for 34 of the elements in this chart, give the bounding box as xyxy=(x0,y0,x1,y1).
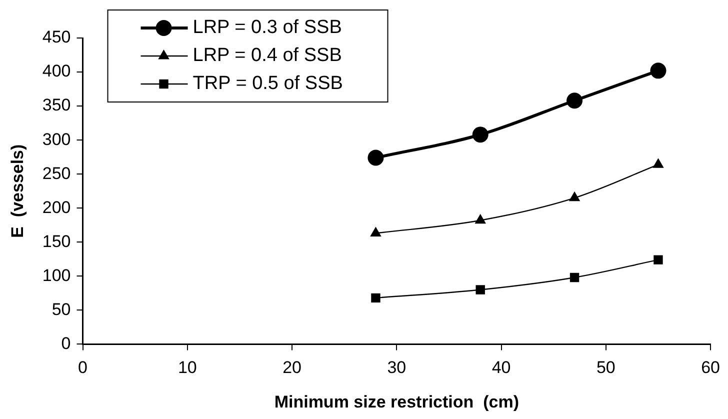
point xyxy=(371,293,380,303)
legend-label: TRP = 0.5 of SSB xyxy=(192,73,343,94)
x-tick-label: 0 xyxy=(78,358,88,378)
point xyxy=(476,285,485,294)
y-tick-label: 250 xyxy=(42,164,71,183)
x-axis-title: Minimum size restriction (cm) xyxy=(274,392,519,412)
y-tick-label: 350 xyxy=(42,96,71,115)
point xyxy=(472,126,488,143)
x-tick-label: 60 xyxy=(701,358,720,378)
y-axis-title: E (vessels) xyxy=(8,144,27,238)
point xyxy=(370,226,382,237)
legend-label: LRP = 0.4 of SSB xyxy=(192,45,342,66)
point xyxy=(568,191,580,202)
x-tick-label: 50 xyxy=(596,358,616,378)
legend-label: LRP = 0.3 of SSB xyxy=(192,17,342,38)
point xyxy=(566,92,583,109)
point xyxy=(650,62,666,79)
y-tick-label: 100 xyxy=(42,266,71,285)
y-tick-label: 300 xyxy=(42,130,71,149)
y-tick-label: 200 xyxy=(42,198,71,217)
point xyxy=(570,272,580,282)
point xyxy=(652,158,664,168)
x-tick-label: 10 xyxy=(178,358,197,378)
y-tick-label: 150 xyxy=(42,232,71,251)
point xyxy=(474,214,486,224)
y-tick-label: 0 xyxy=(61,334,71,353)
y-tick-label: 400 xyxy=(42,62,71,81)
point xyxy=(654,255,663,264)
point xyxy=(368,150,384,166)
x-tick-label: 30 xyxy=(387,358,406,378)
x-tick-label: 40 xyxy=(492,358,511,378)
x-tick-label: 20 xyxy=(282,358,302,378)
y-tick-label: 450 xyxy=(42,28,71,47)
y-tick-label: 50 xyxy=(52,300,71,319)
